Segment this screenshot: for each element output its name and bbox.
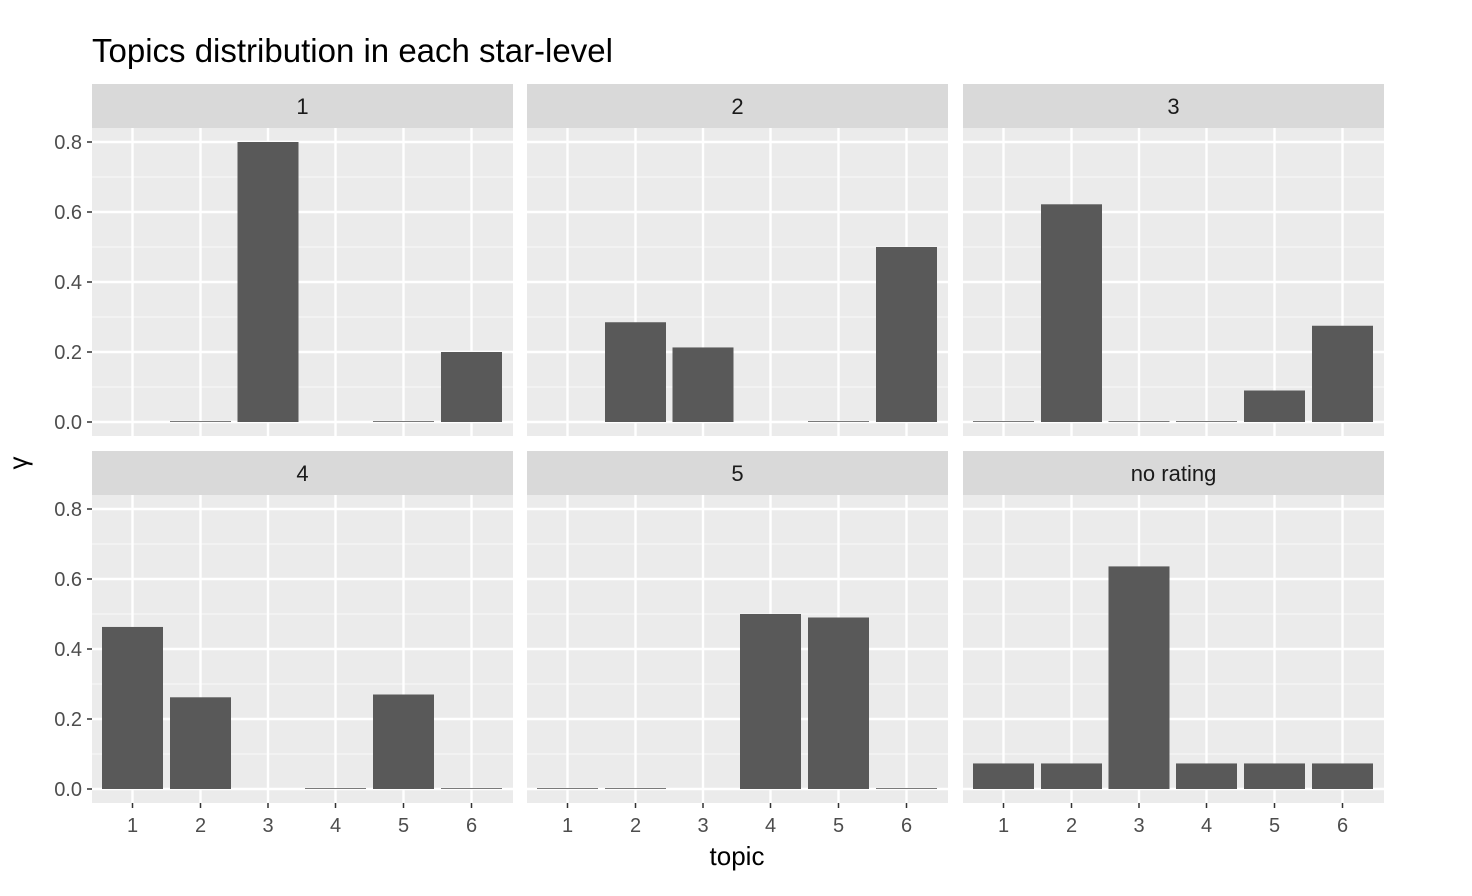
bar [373,694,434,789]
bar [1108,421,1170,422]
facet-strip [527,84,948,128]
y-tick-label: 0.0 [54,779,82,801]
chart-title: Topics distribution in each star-level [92,32,613,69]
bar [1244,763,1305,789]
x-axis-title: topic [710,841,765,871]
facet-panels: 1 0.0 0.2 0.4 0.6 0.8 2 3 4 0.0 0.2 0.4 0.6 0.8 1 2 3 4 5 6… [54,84,1384,837]
bar [1108,566,1170,789]
bar [170,421,231,422]
bar [441,352,502,422]
y-tick-label: 0.6 [54,569,82,591]
facet-strip-label: 5 [731,461,743,486]
facet-strip [92,84,513,128]
x-tick-label: 5 [1269,815,1280,837]
y-tick-label: 0.2 [54,342,82,364]
x-tick-label: 1 [998,815,1009,837]
facet-strip [92,451,513,495]
facet-strip [527,451,948,495]
x-tick-label: 2 [630,815,641,837]
x-tick-label: 4 [330,815,341,837]
facet-strip-label: no rating [1131,461,1217,486]
facet-strip-label: 4 [296,461,308,486]
y-tick-label: 0.6 [54,202,82,224]
facet-strip-label: 3 [1167,94,1179,119]
bar [808,421,869,422]
bar [441,788,502,789]
facet-panel: 4 0.0 0.2 0.4 0.6 0.8 1 2 3 4 5 6 [54,451,513,837]
x-tick-label: 2 [1066,815,1077,837]
x-tick-label: 4 [765,815,776,837]
bar [1312,763,1373,789]
x-tick-label: 5 [833,815,844,837]
bar [537,788,598,789]
bar [876,247,937,422]
bar [373,421,434,422]
x-tick-label: 6 [1337,815,1348,837]
facet-strip-label: 2 [731,94,743,119]
bar [1041,204,1102,422]
facet-strip-label: 1 [296,94,308,119]
bar [237,142,299,422]
bar [1041,763,1102,789]
bar [973,763,1034,789]
bar [973,421,1034,422]
facet-panel: no rating 1 2 3 4 5 6 [963,451,1384,837]
bar [672,347,734,422]
x-tick-label: 1 [562,815,573,837]
bar [170,697,231,789]
bar [740,614,801,789]
y-tick-label: 0.4 [54,639,82,661]
x-tick-label: 6 [466,815,477,837]
facet-panel: 2 [527,84,948,436]
x-tick-label: 4 [1201,815,1212,837]
bar [1244,390,1305,422]
x-tick-label: 3 [697,815,708,837]
bar [1312,325,1373,422]
y-tick-label: 0.4 [54,272,82,294]
bar [1176,763,1237,789]
x-tick-label: 3 [262,815,273,837]
bar [1176,421,1237,422]
y-axis-title: γ [3,457,33,470]
facet-panel: 3 [963,84,1384,436]
bar [305,788,366,789]
facet-strip [963,84,1384,128]
facet-strip [963,451,1384,495]
y-tick-label: 0.0 [54,412,82,434]
x-tick-label: 2 [195,815,206,837]
y-tick-label: 0.2 [54,709,82,731]
facet-panel: 1 0.0 0.2 0.4 0.6 0.8 [54,84,513,436]
x-tick-label: 6 [901,815,912,837]
facet-panel: 5 1 2 3 4 5 6 [527,451,948,837]
bar [102,626,163,789]
bar [876,788,937,789]
bar [605,322,666,422]
bar [605,788,666,789]
bar [808,617,869,789]
x-tick-label: 1 [127,815,138,837]
x-tick-label: 3 [1133,815,1144,837]
y-tick-label: 0.8 [54,132,82,154]
y-tick-label: 0.8 [54,499,82,521]
x-tick-label: 5 [398,815,409,837]
